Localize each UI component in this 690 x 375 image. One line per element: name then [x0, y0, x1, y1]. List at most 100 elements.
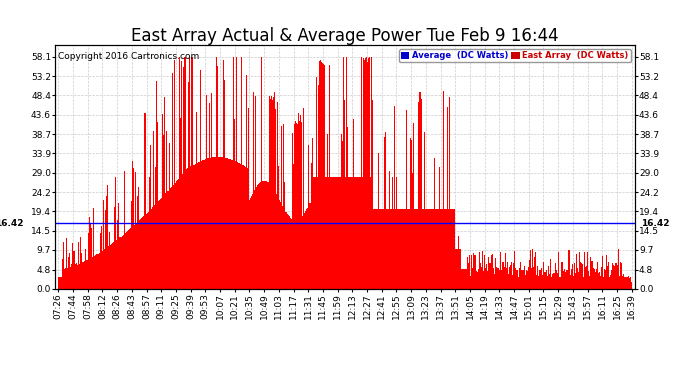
Bar: [117, 220, 119, 289]
Bar: [609, 277, 610, 289]
Bar: [369, 57, 370, 289]
Bar: [71, 264, 72, 289]
Bar: [204, 159, 205, 289]
Bar: [155, 167, 156, 289]
Bar: [473, 253, 475, 289]
Bar: [491, 255, 492, 289]
Bar: [136, 223, 137, 289]
Bar: [226, 158, 227, 289]
Bar: [294, 124, 295, 289]
Bar: [613, 265, 614, 289]
Bar: [624, 277, 625, 289]
Bar: [129, 230, 130, 289]
Bar: [277, 102, 278, 289]
Bar: [490, 263, 491, 289]
Bar: [615, 263, 617, 289]
Bar: [290, 219, 292, 289]
Title: East Array Actual & Average Power Tue Feb 9 16:44: East Array Actual & Average Power Tue Fe…: [131, 27, 559, 45]
Bar: [177, 180, 178, 289]
Bar: [522, 270, 524, 289]
Bar: [272, 100, 273, 289]
Bar: [415, 209, 416, 289]
Bar: [465, 269, 466, 289]
Bar: [262, 181, 264, 289]
Bar: [258, 184, 259, 289]
Bar: [482, 251, 483, 289]
Bar: [361, 57, 362, 289]
Bar: [396, 177, 397, 289]
Bar: [408, 209, 410, 289]
Bar: [82, 262, 83, 289]
Bar: [329, 64, 331, 289]
Bar: [76, 263, 77, 289]
Bar: [392, 177, 393, 289]
Bar: [192, 57, 193, 289]
Bar: [348, 177, 349, 289]
Bar: [481, 267, 482, 289]
Bar: [520, 262, 522, 289]
Bar: [69, 253, 70, 289]
Bar: [156, 81, 157, 289]
Bar: [295, 121, 296, 289]
Bar: [447, 107, 448, 289]
Bar: [210, 158, 211, 289]
Bar: [620, 262, 621, 289]
Bar: [185, 57, 186, 289]
Bar: [66, 238, 67, 289]
Bar: [485, 268, 486, 289]
Bar: [273, 97, 274, 289]
Bar: [213, 157, 215, 289]
Bar: [416, 209, 417, 289]
Bar: [575, 254, 577, 289]
Bar: [133, 168, 134, 289]
Bar: [513, 263, 514, 289]
Bar: [493, 268, 494, 289]
Bar: [551, 277, 552, 289]
Bar: [67, 268, 68, 289]
Bar: [335, 177, 337, 289]
Bar: [487, 271, 488, 289]
Bar: [586, 266, 587, 289]
Bar: [604, 269, 605, 289]
Bar: [88, 233, 89, 289]
Bar: [457, 236, 459, 289]
Bar: [341, 134, 342, 289]
Bar: [103, 200, 104, 289]
Bar: [323, 64, 324, 289]
Bar: [75, 264, 76, 289]
Bar: [90, 224, 91, 289]
Bar: [303, 108, 304, 289]
Bar: [528, 267, 529, 289]
Bar: [233, 57, 235, 289]
Bar: [306, 210, 308, 289]
Bar: [110, 245, 111, 289]
Bar: [589, 276, 591, 289]
Bar: [201, 161, 202, 289]
Bar: [319, 61, 320, 289]
Bar: [128, 230, 129, 289]
Bar: [99, 232, 101, 289]
Bar: [557, 273, 558, 289]
Bar: [511, 262, 512, 289]
Bar: [622, 276, 623, 289]
Bar: [293, 164, 294, 289]
Bar: [518, 277, 520, 289]
Bar: [314, 177, 315, 289]
Bar: [162, 114, 164, 289]
Bar: [428, 209, 430, 289]
Bar: [398, 209, 400, 289]
Bar: [432, 209, 433, 289]
Bar: [395, 209, 396, 289]
Bar: [446, 209, 447, 289]
Bar: [168, 142, 170, 289]
Bar: [182, 174, 183, 289]
Bar: [469, 255, 471, 289]
Bar: [138, 188, 139, 289]
Bar: [288, 216, 290, 289]
Bar: [257, 186, 258, 289]
Bar: [560, 277, 561, 289]
Bar: [506, 268, 507, 289]
Bar: [605, 270, 606, 289]
Bar: [430, 209, 431, 289]
Bar: [300, 115, 301, 289]
